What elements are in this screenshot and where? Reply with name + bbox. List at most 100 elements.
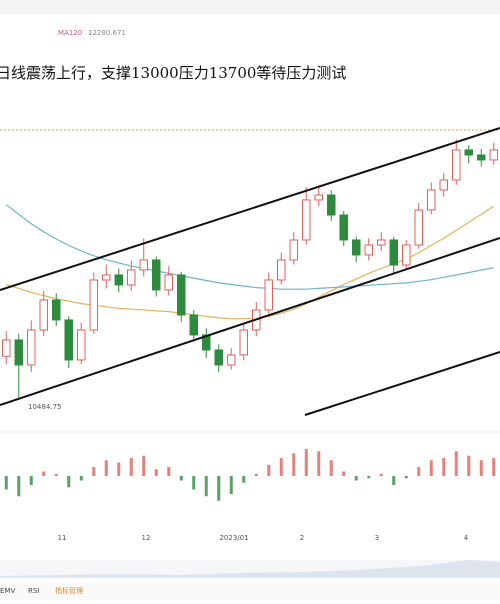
candle-body [164,274,173,291]
ma-lines [5,204,495,320]
candle-body [239,329,248,356]
candle-body [214,349,223,366]
macd-bar [117,462,121,476]
candle-body [127,269,136,286]
candle-body [227,354,236,366]
month-label: 3 [375,534,379,542]
macd-bar [179,476,183,481]
macd-bar [67,476,71,488]
month-label: 4 [464,534,469,542]
macd-bar [104,460,108,476]
candle-body [77,329,86,361]
candle-body [477,154,486,161]
macd-panel [4,449,496,501]
candle-body [352,239,361,256]
macd-bar [279,458,283,476]
tab-bar [0,582,500,600]
candle-body [64,319,73,361]
candle-body [14,339,23,366]
macd-bar [429,460,433,476]
macd-bar [454,451,458,476]
macd-bar [17,476,21,497]
candle-body [114,274,123,286]
candle-body [439,179,448,191]
candle-body [339,214,348,241]
candle-body [152,259,161,291]
candle-body [489,149,498,161]
macd-bar [342,471,346,476]
header-bar [0,0,500,14]
candle-body [52,299,61,321]
trend-line-upper [0,127,500,291]
macd-bar [167,467,171,476]
indicator-tab[interactable]: EMV [0,587,15,595]
macd-bar [229,476,233,494]
candle-body [389,239,398,266]
macd-bar [492,458,496,476]
candle-body [289,239,298,261]
month-label: 12 [142,534,151,542]
macd-bar [392,476,396,485]
candle-body [377,239,386,246]
candle-body [102,274,111,281]
macd-bar [417,467,421,476]
macd-bar [129,458,133,476]
trend-line-outer [304,351,500,416]
month-label: 11 [58,534,67,542]
candle-body [464,149,473,156]
macd-bar [154,469,158,476]
low-price-label: 10484.75 [28,403,61,411]
moving-average [5,204,494,290]
macd-bar [292,453,296,476]
macd-bar [192,476,196,490]
tabs: EMV RSI 指标管理 [0,586,83,595]
month-label: 2023/01 [219,534,248,542]
moving-average [6,205,495,320]
candle-body [177,274,186,316]
ma-value: 12280.671 [88,29,126,37]
macd-bar [4,476,8,490]
macd-bar [92,467,96,476]
macd-bar [217,476,221,501]
candle-body [89,279,98,331]
macd-bar [354,476,358,481]
macd-bar [467,455,471,476]
candle-body [264,279,273,311]
candle-body [452,149,461,181]
macd-bar [142,455,146,476]
macd-bar [379,473,383,476]
macd-bar [442,458,446,476]
macd-bar [204,476,208,497]
trend-line-lower [0,237,500,406]
macd-bar [42,471,46,476]
candle-body [139,259,148,271]
macd-bar [242,476,246,483]
macd-bar [304,449,308,476]
macd-bar [254,473,258,476]
macd-bar [367,476,371,479]
candle-body [277,259,286,281]
macd-bar [479,460,483,476]
month-label: 2 [300,534,304,542]
candle-body [427,189,436,211]
macd-bar [329,460,333,476]
candle-body [2,339,11,357]
candles [2,139,498,398]
macd-bar [404,476,408,479]
candle-body [302,199,311,241]
indicator-tab[interactable]: RSI [28,587,39,595]
candle-body [314,194,323,201]
candle-body [189,314,198,336]
annotation-title: 日线震荡上行，支撑13000压力13700等待压力测试 [0,64,346,82]
macd-bar [29,476,33,485]
indicator-tab[interactable]: 指标管理 [55,586,83,595]
macd-bar [79,476,83,481]
candle-body [39,299,48,331]
candle-body [364,244,373,256]
overview-area [0,560,500,578]
candle-body [27,329,36,366]
candle-body [202,334,211,351]
candle-body [327,194,336,216]
